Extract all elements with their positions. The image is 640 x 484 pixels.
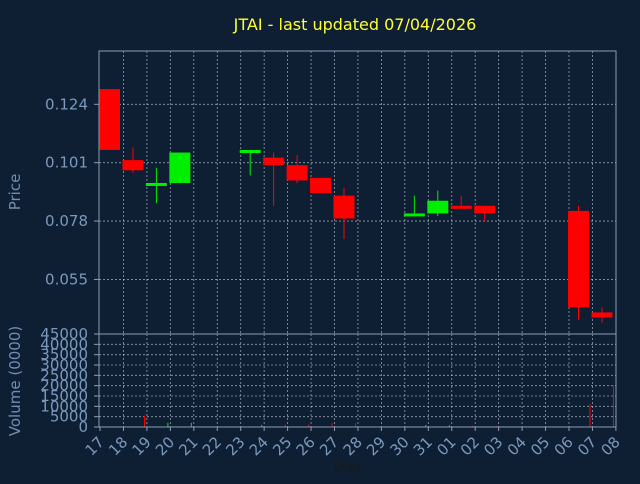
candle-06	[568, 205, 589, 321]
candle-25	[286, 155, 308, 183]
candle-body	[99, 89, 120, 150]
candle-07	[591, 307, 613, 323]
volume-tick-label: 20000	[40, 377, 88, 395]
candle-body	[122, 160, 144, 171]
candle-body	[286, 165, 308, 181]
candle-body	[568, 210, 589, 308]
volume-axis-ticks: 0500010000150002000025000300003500040000…	[40, 325, 99, 436]
candle-body	[239, 149, 261, 153]
volume-gridlines	[99, 334, 617, 427]
candle-31	[427, 190, 449, 216]
price-axis-ticks: 0.055 0.078 0.101 0.124	[45, 95, 99, 288]
candle-18	[122, 147, 144, 173]
candles	[99, 89, 613, 323]
volume-tick-label: 45000	[40, 325, 88, 343]
price-tick-label: 0.124	[45, 95, 88, 113]
volume-tick-label: 0	[78, 418, 88, 436]
price-tick-label: 0.101	[45, 154, 88, 172]
candle-body	[333, 195, 355, 219]
candle-body	[145, 182, 167, 186]
candle-17	[99, 89, 120, 150]
price-tick-label: 0.078	[45, 212, 88, 230]
candle-23	[239, 149, 261, 176]
candle-body	[474, 205, 496, 214]
candle-20	[169, 152, 191, 183]
candle-02	[474, 205, 496, 222]
candle-body	[427, 200, 449, 214]
candle-24	[263, 152, 285, 206]
candle-body	[310, 177, 332, 194]
candle-30	[403, 195, 425, 217]
volume-axis-label: Volume (0000)	[6, 326, 24, 436]
candle-01	[450, 195, 472, 209]
volume-tick-label: 30000	[40, 356, 88, 374]
price-gridlines	[99, 51, 617, 334]
price-axis-label: Price	[6, 174, 24, 211]
volume-tick-label: 25000	[40, 366, 88, 384]
candle-body	[403, 213, 425, 217]
candle-body	[169, 152, 191, 183]
candle-26	[310, 177, 332, 194]
volume-tick-label: 15000	[40, 387, 88, 405]
x-axis-label: Day	[333, 457, 363, 475]
candle-body	[263, 157, 285, 166]
chart-title: JTAI - last updated 07/04/2026	[233, 15, 477, 34]
price-tick-label: 0.055	[45, 270, 88, 288]
candle-body	[591, 312, 613, 318]
volume-tick-label: 40000	[40, 335, 88, 353]
volume-tick-label: 5000	[50, 408, 88, 426]
candle-body	[450, 205, 472, 209]
candle-27	[333, 188, 355, 239]
candle-19	[145, 167, 167, 204]
volume-tick-label: 10000	[40, 397, 88, 415]
volume-tick-label: 35000	[40, 346, 88, 364]
